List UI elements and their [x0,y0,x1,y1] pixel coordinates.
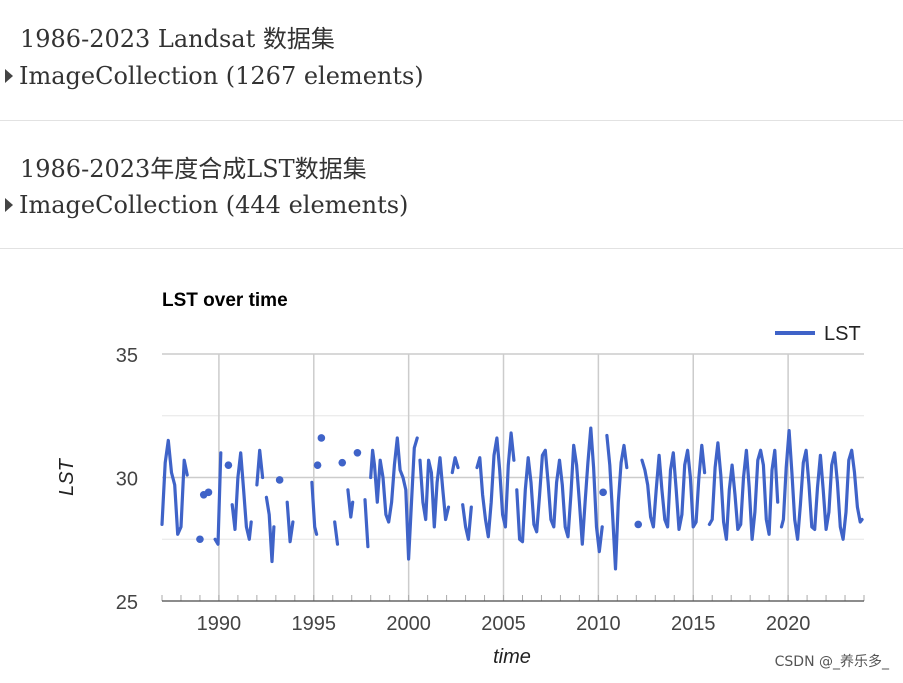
data-point [224,461,233,469]
data-point [599,488,607,497]
collection-label-lst: ImageCollection (444 elements) [19,191,409,219]
expand-caret-icon[interactable] [5,198,13,212]
x-tick-label: 2010 [576,613,621,635]
x-tick-label: 2015 [671,613,716,635]
data-point [313,461,322,469]
output-block-landsat: 1986-2023 Landsat 数据集 ImageCollection (1… [0,0,903,121]
series-line-lst [230,451,253,541]
series-line-lst [213,451,223,546]
collection-toggle-landsat[interactable]: ImageCollection (1267 elements) [0,61,424,91]
series-line-lst [333,520,340,546]
y-tick-label: 30 [116,469,138,491]
series-line-lst [285,500,295,544]
y-axis-label: LST [56,457,78,495]
data-point [353,449,362,457]
series-line-lst [605,433,629,571]
series-line-lst [369,436,419,561]
data-point [204,488,213,497]
y-tick-label: 35 [116,345,138,367]
series-line-lst [450,456,460,475]
x-tick-label: 2000 [386,613,431,635]
series-line-lst [515,426,604,554]
series-line-lst [255,448,265,487]
series-line-lst [779,429,864,541]
chart-title: LST over time [162,290,288,311]
data-point [634,520,643,529]
series-line-lst [346,488,355,519]
data-point [275,476,284,484]
data-point [317,434,326,442]
series-line-lst [640,443,707,531]
x-tick-label: 1995 [292,613,337,635]
watermark: CSDN @_养乐多_ [774,654,889,670]
lst-chart-panel: 25 30 35 1990 1995 2000 2005 2010 2015 2020 LST ov… [0,249,903,683]
series-line-lst [707,441,780,541]
series-line-lst [264,495,276,564]
series-line-lst [461,503,473,541]
y-tick-label: 25 [116,592,138,614]
series-line-lst [160,438,189,536]
x-axis-label: time [493,646,531,668]
expand-caret-icon[interactable] [5,69,13,83]
output-title-lst: 1986-2023年度合成LST数据集 [20,155,367,183]
data-point [338,458,347,467]
series-line-lst [363,498,370,549]
series-line-lst [418,456,451,529]
output-block-lst: 1986-2023年度合成LST数据集 ImageCollection (444… [0,121,903,249]
collection-label-landsat: ImageCollection (1267 elements) [19,62,424,90]
x-tick-label: 1990 [197,613,242,635]
output-title-landsat: 1986-2023 Landsat 数据集 [20,25,335,53]
series-line-lst [310,480,319,536]
lst-line-chart[interactable]: 25 30 35 1990 1995 2000 2005 2010 2015 2020 LST ov… [0,249,903,683]
legend-label: LST [824,323,861,345]
collection-toggle-lst[interactable]: ImageCollection (444 elements) [0,190,408,220]
x-tick-label: 2005 [481,613,526,635]
x-tick-label: 2020 [766,613,811,635]
data-point [196,535,204,544]
series-line-lst [475,431,516,539]
